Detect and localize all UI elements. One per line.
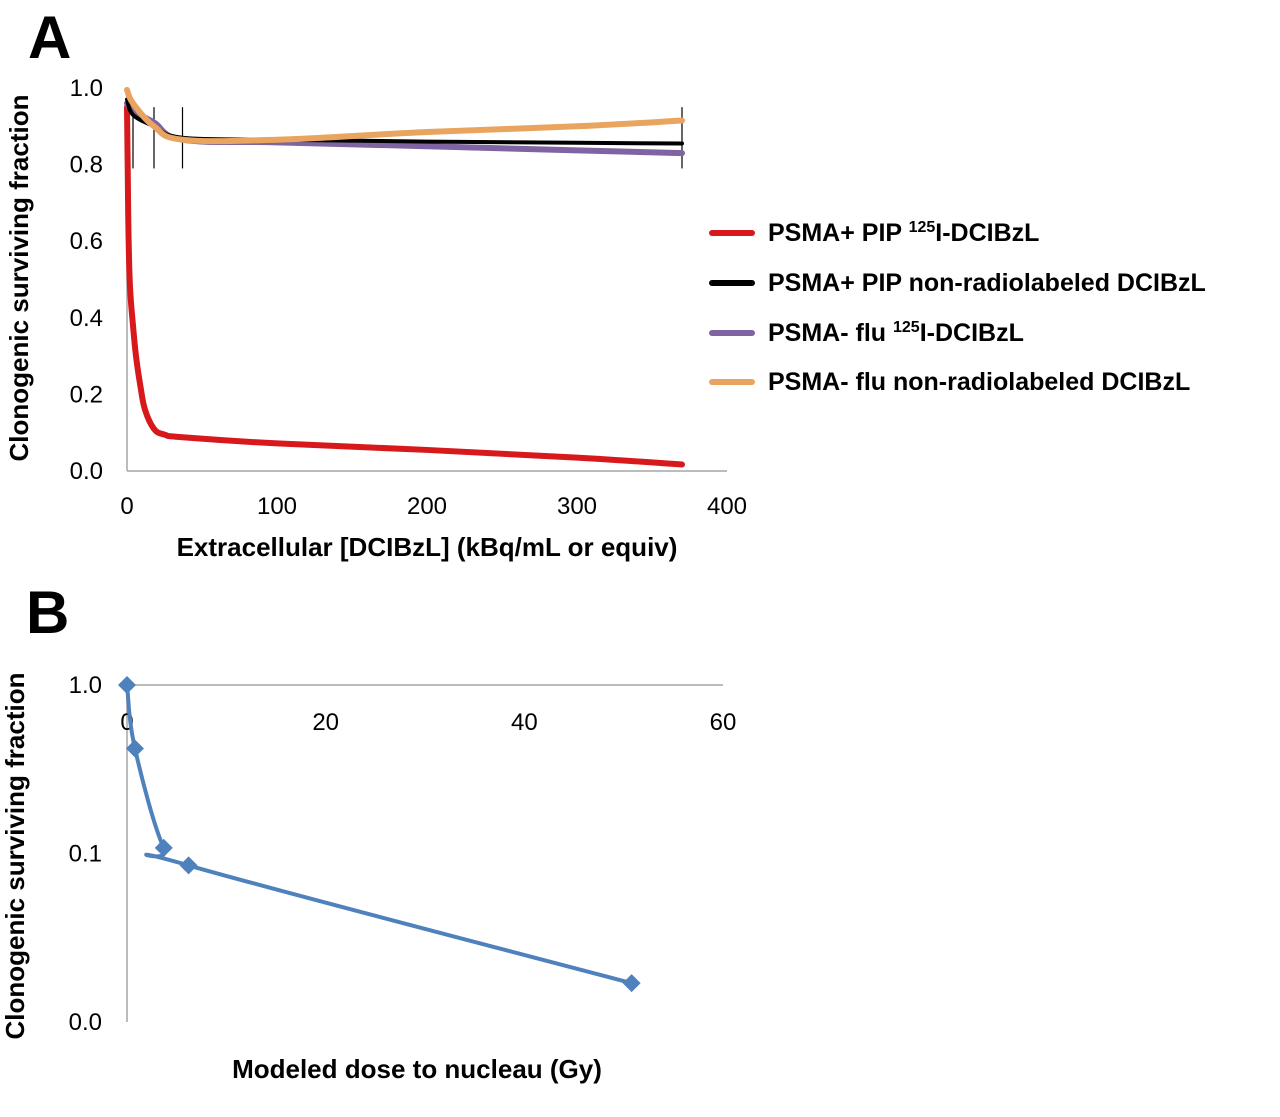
panel-a-label: A bbox=[28, 4, 71, 71]
chart-b-y-tick-label: 0.1 bbox=[69, 841, 102, 868]
chart-a-series-line bbox=[125, 97, 684, 146]
chart-b-x-ticks: 0 20 40 60 bbox=[120, 709, 736, 736]
chart-b-y-ticks: 1.0 0.1 0.0 bbox=[69, 672, 102, 1036]
chart-a-x-tick-label: 0 bbox=[120, 493, 133, 520]
panel-b-label: B bbox=[26, 579, 69, 646]
chart-a-x-axis-title: Extracellular [DCIBzL] (kBq/mL or equiv) bbox=[177, 532, 678, 562]
legend-label-main: PSMA+ PIP bbox=[768, 219, 909, 247]
chart-a-legend-label: PSMA+ PIP 125I-DCIBzL bbox=[768, 219, 1039, 247]
chart-a-x-tick-label: 200 bbox=[407, 493, 447, 520]
chart-a-y-tick-label: 0.6 bbox=[70, 228, 103, 255]
chart-a-x-ticks: 0 100 200 300 400 bbox=[120, 493, 747, 520]
legend-label-main: PSMA+ PIP non-radiolabeled DCIBzL bbox=[768, 269, 1206, 297]
chart-b-data-point bbox=[154, 838, 173, 857]
chart-b-series bbox=[118, 676, 641, 993]
chart-b-x-tick-label: 40 bbox=[511, 709, 538, 736]
chart-a-legend-label: PSMA- flu 125I-DCIBzL bbox=[768, 319, 1024, 347]
legend-label-superscript: 125 bbox=[893, 319, 920, 336]
chart-b-data-point bbox=[125, 739, 144, 758]
legend-label-tail: I-DCIBzL bbox=[935, 219, 1039, 247]
chart-a-series bbox=[124, 86, 685, 468]
chart-a-y-tick-label: 0.8 bbox=[70, 152, 103, 179]
chart-a-x-tick-label: 300 bbox=[557, 493, 597, 520]
chart-a-y-tick-label: 1.0 bbox=[70, 75, 103, 102]
chart-a-series-line bbox=[124, 104, 685, 468]
chart-b-y-tick-label: 0.0 bbox=[69, 1009, 102, 1036]
chart-a-y-tick-label: 0.4 bbox=[70, 305, 103, 332]
chart-a-legend-label: PSMA- flu non-radiolabeled DCIBzL bbox=[768, 368, 1190, 396]
chart-b-x-axis-title: Modeled dose to nucleau (Gy) bbox=[232, 1054, 602, 1084]
chart-b-data-point bbox=[179, 856, 198, 875]
legend-label-superscript: 125 bbox=[909, 219, 936, 236]
chart-b: 1.00.10.0 0 20 40 60 Modeled dose to nuclea… bbox=[0, 672, 736, 1084]
chart-a-y-tick-label: 0.0 bbox=[70, 458, 103, 485]
chart-a-y-ticks: 0.0 0.2 0.4 0.6 0.8 1.0 bbox=[70, 75, 103, 485]
chart-b-y-tick-label: 1.0 bbox=[69, 672, 102, 699]
chart-a-x-tick-label: 100 bbox=[257, 493, 297, 520]
chart-b-data-point bbox=[622, 974, 641, 993]
chart-a: 0.0 0.2 0.4 0.6 0.8 1.0 0 100 200 300 400 Extrace… bbox=[4, 75, 1206, 562]
chart-a-series-line bbox=[124, 86, 685, 145]
chart-a-legend-label: PSMA+ PIP non-radiolabeled DCIBzL bbox=[768, 269, 1206, 297]
legend-label-main: PSMA- flu non-radiolabeled DCIBzL bbox=[768, 368, 1190, 396]
chart-b-series-line bbox=[125, 684, 633, 986]
chart-b-x-tick-label: 60 bbox=[710, 709, 737, 736]
chart-a-y-axis-title: Clonogenic surviving fraction bbox=[4, 95, 34, 462]
chart-a-y-tick-label: 0.2 bbox=[70, 381, 103, 408]
chart-a-x-tick-label: 400 bbox=[707, 493, 747, 520]
chart-b-y-axis-title: Clonogenic surviving fraction bbox=[0, 673, 30, 1040]
chart-b-x-tick-label: 20 bbox=[312, 709, 339, 736]
legend-label-tail: I-DCIBzL bbox=[920, 319, 1024, 347]
chart-b-data-point bbox=[118, 676, 136, 694]
legend-label-main: PSMA- flu bbox=[768, 319, 893, 347]
